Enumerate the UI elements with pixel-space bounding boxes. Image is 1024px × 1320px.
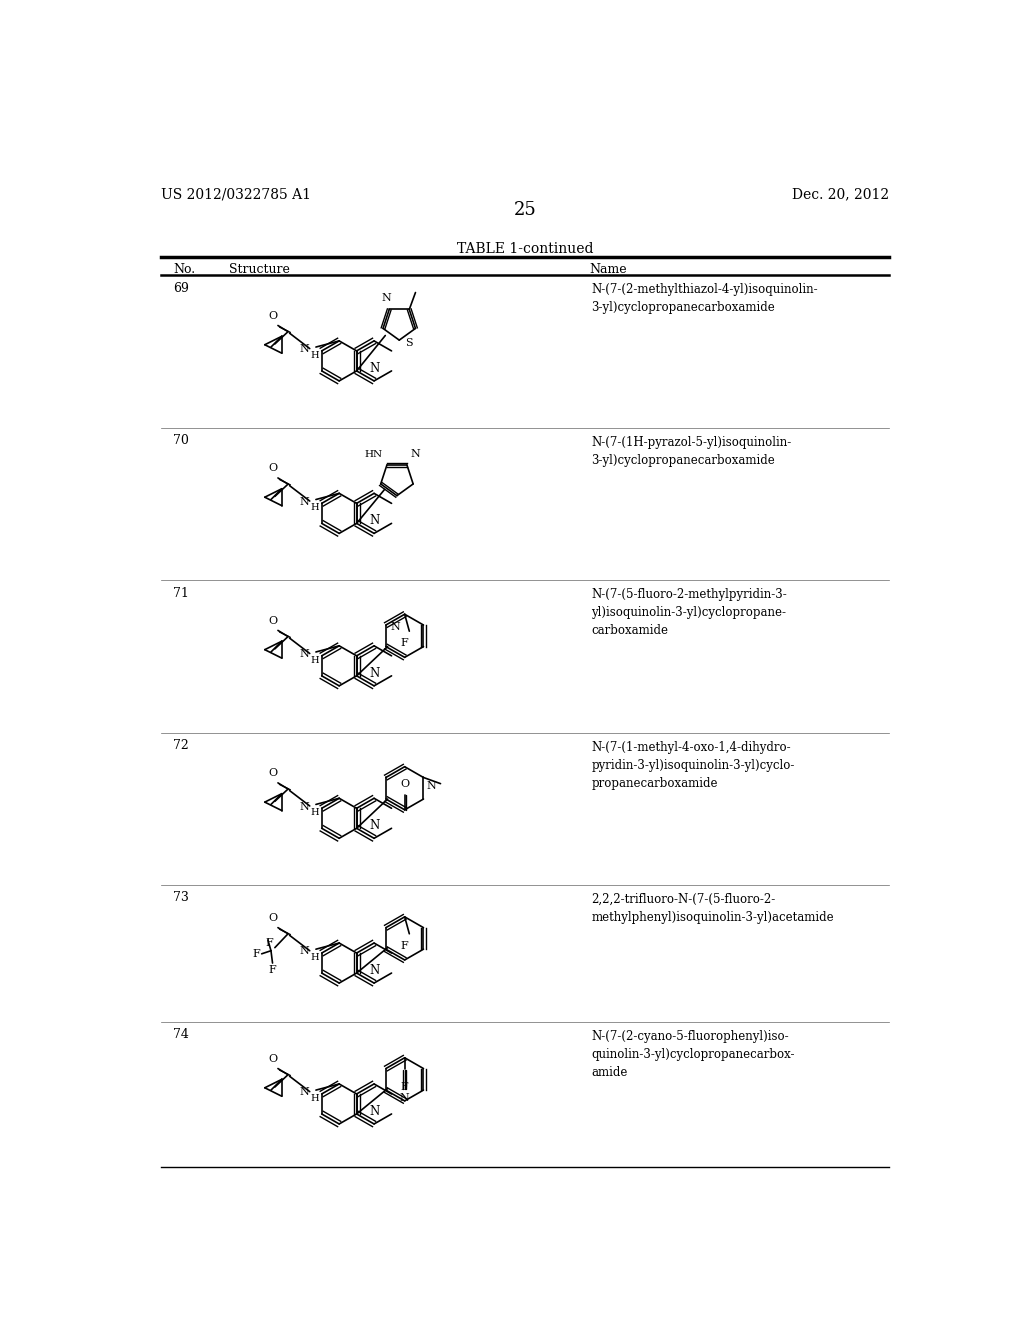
Text: O: O xyxy=(400,779,410,789)
Text: Dec. 20, 2012: Dec. 20, 2012 xyxy=(792,187,889,202)
Text: N: N xyxy=(299,946,309,957)
Text: N-(7-(2-methylthiazol-4-yl)isoquinolin-
3-yl)cyclopropanecarboxamide: N-(7-(2-methylthiazol-4-yl)isoquinolin- … xyxy=(592,284,818,314)
Text: N-(7-(1-methyl-4-oxo-1,4-dihydro-
pyridin-3-yl)isoquinolin-3-yl)cyclo-
propaneca: N-(7-(1-methyl-4-oxo-1,4-dihydro- pyridi… xyxy=(592,741,795,789)
Text: N: N xyxy=(299,1088,309,1097)
Text: N: N xyxy=(410,449,420,459)
Text: F: F xyxy=(252,949,260,958)
Text: HN: HN xyxy=(365,450,382,459)
Text: H: H xyxy=(310,656,318,665)
Text: N: N xyxy=(299,496,309,507)
Text: O: O xyxy=(268,312,278,321)
Text: US 2012/0322785 A1: US 2012/0322785 A1 xyxy=(161,187,310,202)
Text: O: O xyxy=(268,768,278,779)
Text: F: F xyxy=(268,965,276,974)
Text: N: N xyxy=(390,622,400,631)
Text: N-(7-(2-cyano-5-fluorophenyl)iso-
quinolin-3-yl)cyclopropanecarbox-
amide: N-(7-(2-cyano-5-fluorophenyl)iso- quinol… xyxy=(592,1030,795,1078)
Text: H: H xyxy=(310,351,318,360)
Text: N-(7-(5-fluoro-2-methylpyridin-3-
yl)isoquinolin-3-yl)cyclopropane-
carboxamide: N-(7-(5-fluoro-2-methylpyridin-3- yl)iso… xyxy=(592,589,787,638)
Text: 25: 25 xyxy=(513,201,537,219)
Text: 70: 70 xyxy=(173,434,188,447)
Text: N: N xyxy=(369,362,379,375)
Text: 71: 71 xyxy=(173,586,188,599)
Text: N-(7-(1H-pyrazol-5-yl)isoquinolin-
3-yl)cyclopropanecarboxamide: N-(7-(1H-pyrazol-5-yl)isoquinolin- 3-yl)… xyxy=(592,436,792,466)
Text: H: H xyxy=(310,503,318,512)
Text: TABLE 1-continued: TABLE 1-continued xyxy=(457,242,593,256)
Text: F: F xyxy=(400,1081,409,1092)
Text: N: N xyxy=(369,820,379,832)
Text: N: N xyxy=(427,780,436,791)
Text: No.: No. xyxy=(173,263,196,276)
Text: Structure: Structure xyxy=(228,263,290,276)
Text: F: F xyxy=(400,941,409,950)
Text: N: N xyxy=(369,515,379,527)
Text: N: N xyxy=(399,1093,410,1104)
Text: O: O xyxy=(268,616,278,626)
Text: F: F xyxy=(265,937,273,948)
Text: Name: Name xyxy=(589,263,627,276)
Text: N: N xyxy=(299,649,309,659)
Text: 74: 74 xyxy=(173,1028,188,1041)
Text: O: O xyxy=(268,913,278,923)
Text: N: N xyxy=(299,345,309,354)
Text: 2,2,2-trifluoro-N-(7-(5-fluoro-2-
methylphenyl)isoquinolin-3-yl)acetamide: 2,2,2-trifluoro-N-(7-(5-fluoro-2- methyl… xyxy=(592,892,835,924)
Text: O: O xyxy=(268,1053,278,1064)
Text: H: H xyxy=(310,953,318,962)
Text: 72: 72 xyxy=(173,739,188,752)
Text: H: H xyxy=(310,808,318,817)
Text: O: O xyxy=(268,463,278,474)
Text: N: N xyxy=(381,293,391,304)
Text: N: N xyxy=(299,801,309,812)
Text: F: F xyxy=(400,638,409,648)
Text: H: H xyxy=(310,1094,318,1104)
Text: 73: 73 xyxy=(173,891,188,904)
Text: 69: 69 xyxy=(173,281,188,294)
Text: N: N xyxy=(369,1105,379,1118)
Text: N: N xyxy=(369,964,379,977)
Text: N: N xyxy=(369,667,379,680)
Text: S: S xyxy=(406,338,413,348)
